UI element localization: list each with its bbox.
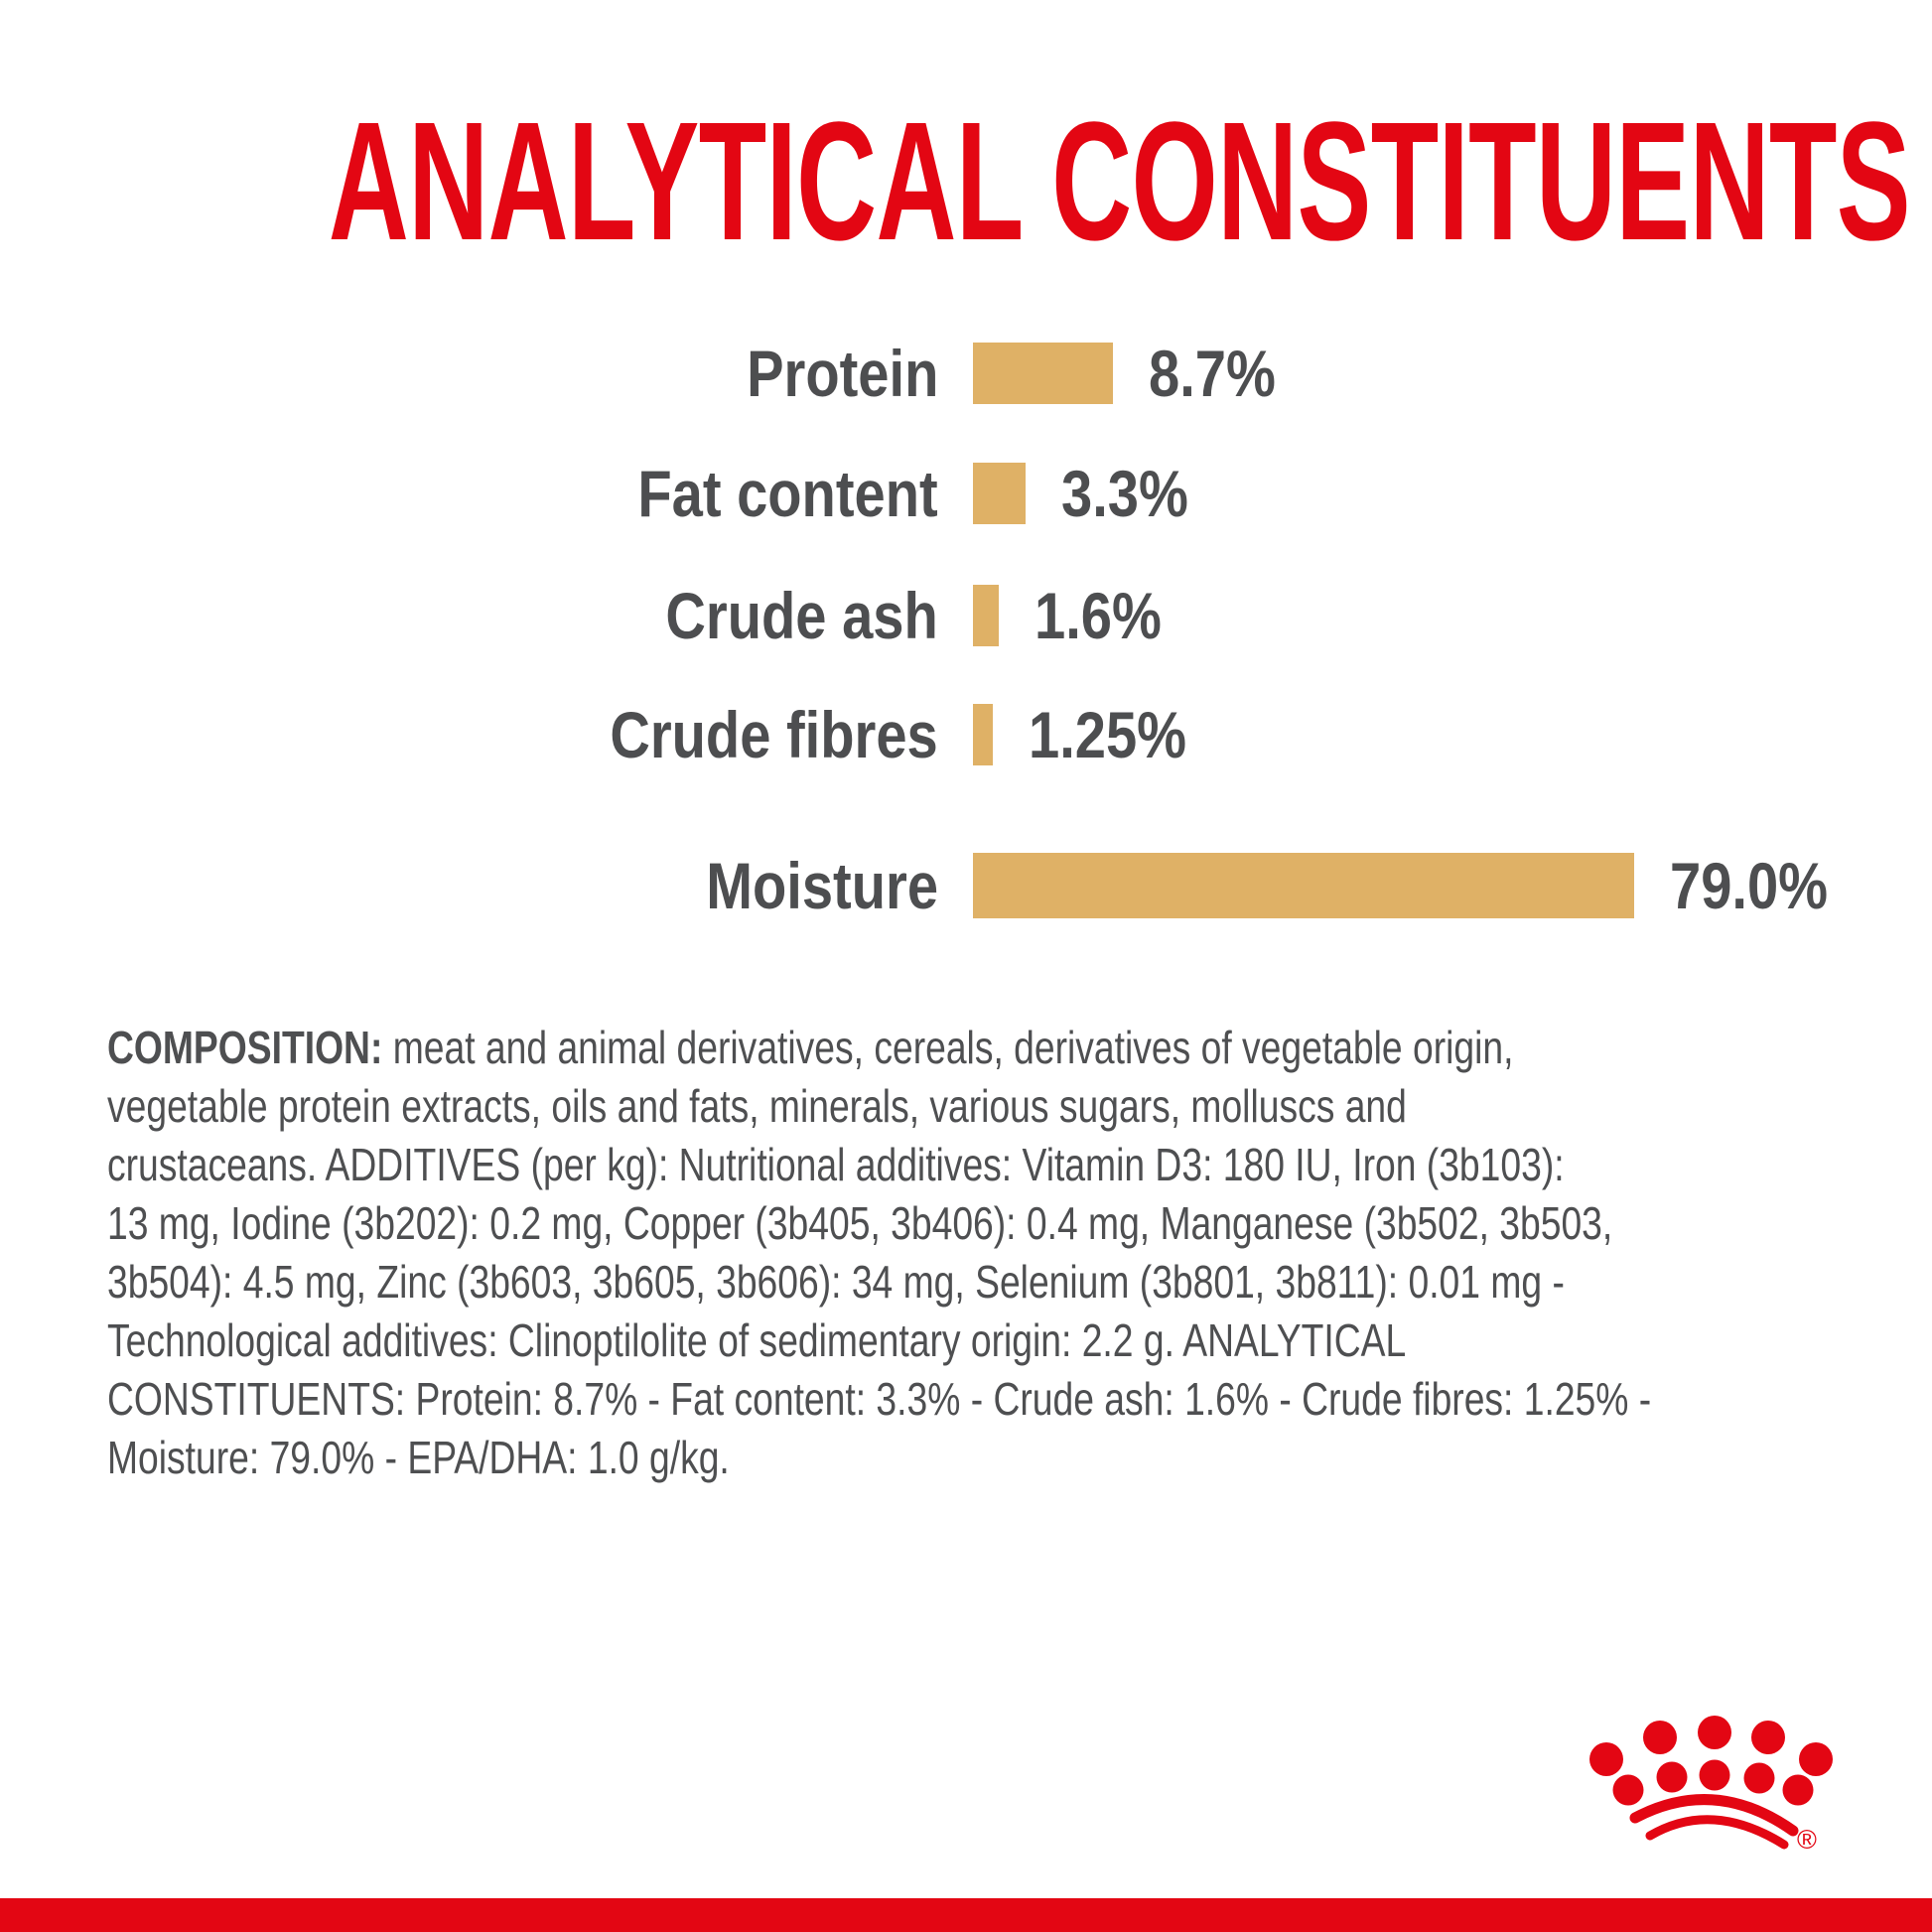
crown-dot: [1656, 1761, 1688, 1793]
crown-dot: [1612, 1774, 1644, 1806]
chart-row: Crude ash 1.6%: [0, 551, 1932, 680]
composition-text: meat and animal derivatives, cereals, de…: [382, 1022, 1514, 1073]
chart-row: Crude fibres 1.25%: [0, 670, 1932, 799]
bar-label: Crude fibres: [610, 698, 938, 771]
composition-paragraph: COMPOSITION: meat and animal derivatives…: [107, 1019, 1894, 1487]
bar-value: 3.3%: [1061, 457, 1188, 530]
chart-row: Protein 8.7%: [0, 309, 1932, 438]
bottom-red-bar: [0, 1898, 1932, 1932]
bar-label: Crude ash: [665, 579, 938, 652]
chart-row: Moisture 79.0%: [0, 821, 1932, 950]
crown-dot: [1751, 1721, 1785, 1754]
composition-line: Technological additives: Clinoptilolite …: [107, 1314, 1407, 1366]
bar: [973, 853, 1634, 918]
crown-swoosh: [1645, 1815, 1789, 1850]
crown-dot: [1743, 1762, 1775, 1794]
composition-lead: COMPOSITION:: [107, 1022, 383, 1073]
bar-label: Moisture: [706, 849, 938, 922]
composition-line: Moisture: 79.0% - EPA/DHA: 1.0 g/kg.: [107, 1432, 730, 1483]
crown-dot: [1799, 1742, 1833, 1776]
chart-row: Fat content 3.3%: [0, 429, 1932, 558]
royal-canin-crown-logo: ®: [1589, 1716, 1833, 1855]
bar-label: Fat content: [637, 457, 938, 530]
crown-dot: [1643, 1721, 1677, 1754]
composition-line: 3b504): 4.5 mg, Zinc (3b603, 3b605, 3b60…: [107, 1256, 1565, 1308]
bar: [973, 704, 993, 765]
crown-dot: [1698, 1716, 1731, 1749]
composition-line: CONSTITUENTS: Protein: 8.7% - Fat conten…: [107, 1373, 1652, 1425]
crown-dot: [1589, 1742, 1623, 1776]
bar: [973, 463, 1026, 524]
composition-line: vegetable protein extracts, oils and fat…: [107, 1080, 1407, 1132]
composition-line: 13 mg, Iodine (3b202): 0.2 mg, Copper (3…: [107, 1197, 1613, 1249]
crown-dot: [1699, 1759, 1730, 1791]
crown-swoosh: [1629, 1794, 1799, 1837]
registered-trademark-icon: ®: [1797, 1825, 1817, 1855]
composition-line: crustaceans. ADDITIVES (per kg): Nutriti…: [107, 1139, 1565, 1190]
bar: [973, 343, 1113, 404]
bar-value: 79.0%: [1670, 849, 1829, 922]
composition-line: COMPOSITION: meat and animal derivatives…: [107, 1019, 1555, 1077]
bar: [973, 585, 999, 646]
bar-value: 1.25%: [1029, 698, 1187, 771]
crown-dot: [1782, 1774, 1814, 1806]
bar-value: 1.6%: [1035, 579, 1162, 652]
bar-value: 8.7%: [1149, 337, 1276, 410]
bar-label: Protein: [746, 337, 938, 410]
